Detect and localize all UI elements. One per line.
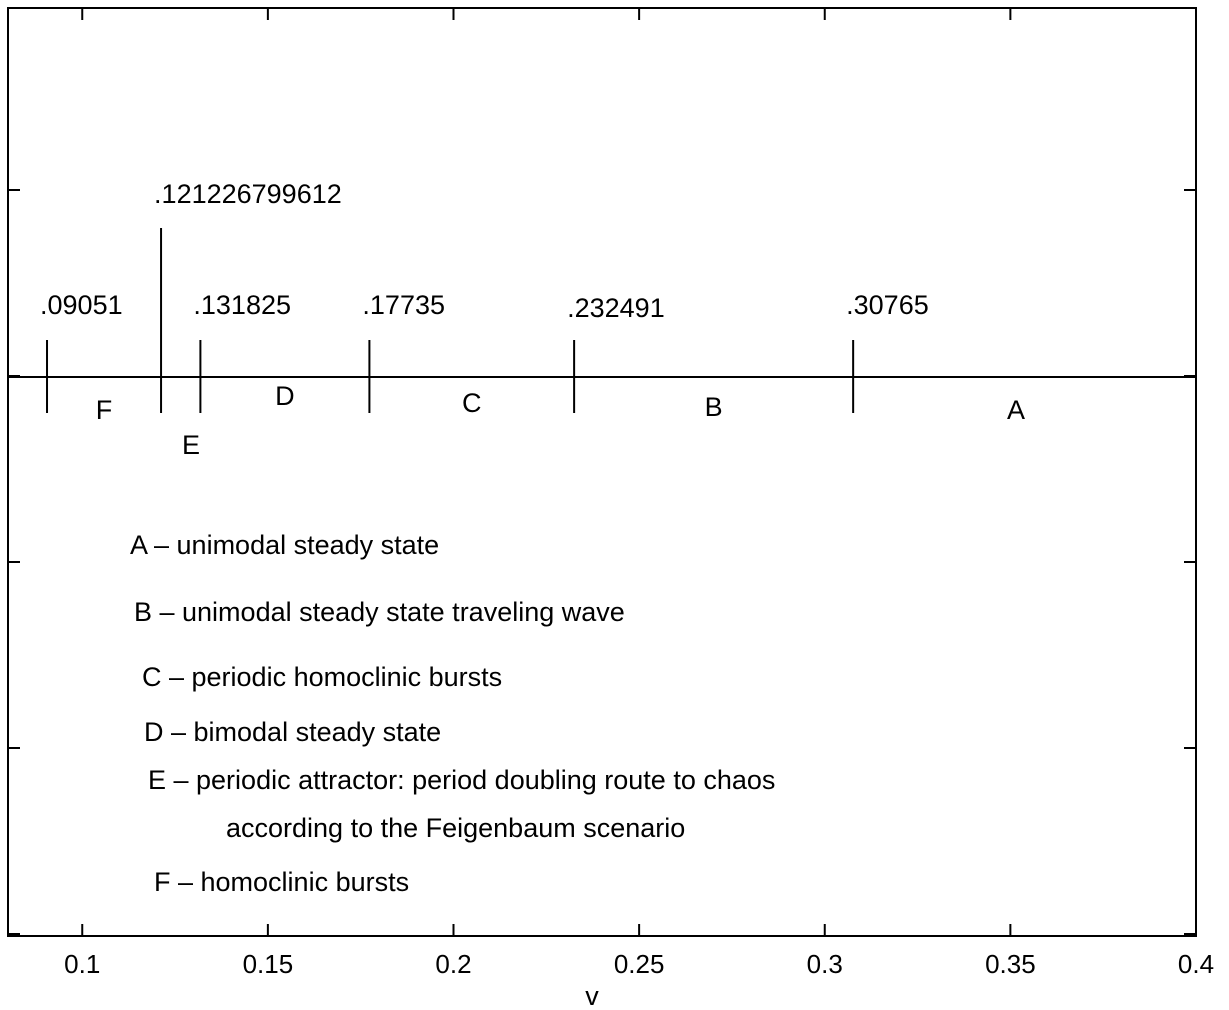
region-letter: E	[182, 430, 200, 460]
legend-line: B – unimodal steady state traveling wave	[134, 597, 625, 627]
region-letter: C	[462, 388, 482, 418]
x-tick-label: 0.1	[64, 949, 100, 979]
region-boundaries: .09051 .121226799612 .131825 .17735 .232491.…	[40, 179, 929, 413]
region-letter: B	[705, 392, 723, 422]
boundary-label: .232491	[567, 293, 665, 323]
legend-line: C – periodic homoclinic bursts	[142, 662, 502, 692]
region-letters: F E D C B A	[96, 381, 1025, 460]
legend-line: F – homoclinic bursts	[154, 867, 409, 897]
x-tick-label: 0.4	[1178, 949, 1214, 979]
region-letter: D	[275, 381, 295, 411]
legend-line: according to the Feigenbaum scenario	[226, 813, 685, 843]
plot-frame	[7, 7, 1197, 937]
boundary-label: .121226799612	[154, 179, 342, 209]
frame-ticks	[8, 8, 1197, 936]
x-tick-label: 0.3	[807, 949, 843, 979]
x-tick-labels: 0.1 0.15 0.2 0.25 0.3 0.35 0.4	[64, 949, 1214, 979]
boundary-label: .17735	[362, 290, 445, 320]
legend-line: E – periodic attractor: period doubling …	[148, 765, 775, 795]
x-tick-label: 0.25	[614, 949, 665, 979]
x-axis-label: v	[585, 981, 599, 1010]
legend-line: A – unimodal steady state	[130, 530, 439, 560]
legend-line: D – bimodal steady state	[144, 717, 441, 747]
region-legend: A – unimodal steady state B – unimodal st…	[130, 530, 775, 897]
boundary-label: .09051	[40, 290, 123, 320]
x-tick-label: 0.2	[435, 949, 471, 979]
boundary-label: .30765	[846, 290, 929, 320]
x-tick-label: 0.15	[243, 949, 294, 979]
region-letter: A	[1007, 395, 1025, 425]
boundary-label: .131825	[193, 290, 291, 320]
x-tick-label: 0.35	[985, 949, 1036, 979]
region-letter: F	[96, 395, 113, 425]
